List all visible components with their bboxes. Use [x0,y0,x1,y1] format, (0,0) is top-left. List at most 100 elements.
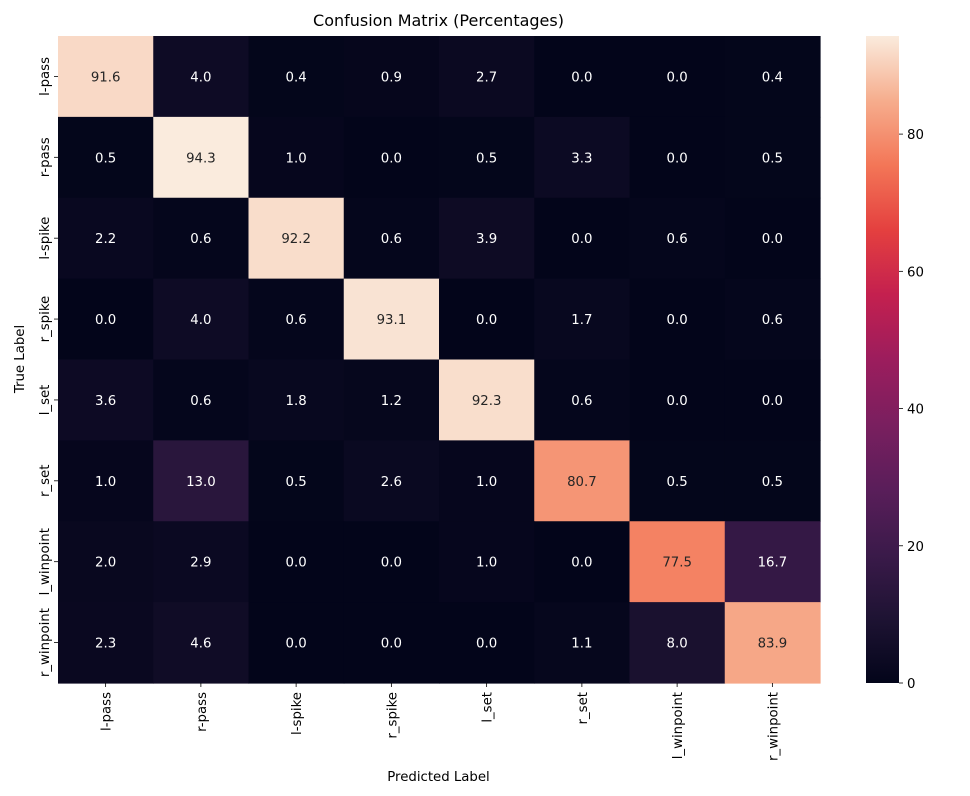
heatmap-cell-label: 1.1 [571,637,592,652]
heatmap-cell-label: 0.6 [667,232,688,247]
heatmap-cell-label: 13.0 [186,475,216,490]
heatmap-cell-label: 1.0 [476,556,497,571]
heatmap-cell-label: 94.3 [186,151,216,166]
heatmap-cell [58,197,154,280]
x-tick-label: l_winpoint [671,692,686,759]
heatmap-cell-label: 0.0 [95,313,116,328]
heatmap-cell [343,359,440,441]
heatmap-cell-label: 16.7 [758,556,788,571]
heatmap-cell [629,521,726,603]
y-axis-label: True Label [13,325,28,394]
heatmap-cell-label: 2.2 [95,232,116,247]
heatmap-cell [153,278,250,361]
heatmap-cell [153,359,250,441]
heatmap-cell-label: 4.6 [190,637,211,652]
y-tick-label: l-pass [38,57,53,96]
heatmap-cell [534,521,631,603]
heatmap-cell [534,602,631,684]
heatmap-cell-label: 0.4 [762,70,783,85]
heatmap-cell-label: 0.6 [571,394,592,409]
heatmap-cell-label: 0.0 [667,394,688,409]
heatmap-cell [439,278,535,361]
heatmap-cell-label: 0.0 [476,637,497,652]
heatmap-cell-label: 92.3 [472,394,502,409]
heatmap-cell-label: 0.6 [190,394,211,409]
heatmap-cell [248,602,345,684]
heatmap-cell-label: 77.5 [662,556,692,571]
heatmap-cell-label: 0.0 [571,70,592,85]
x-tick-label: r_set [576,692,591,724]
heatmap-cell [629,359,726,441]
colorbar-tick-label: 80 [907,128,924,143]
heatmap-cells [58,36,821,684]
heatmap-cell-label: 2.0 [95,556,116,571]
heatmap-cell [343,440,440,522]
heatmap-cell [153,602,250,684]
heatmap-cell [724,602,821,684]
heatmap-cell-label: 80.7 [567,475,597,490]
heatmap-cell-label: 0.6 [190,232,211,247]
heatmap-cell [629,36,726,118]
y-tick-label: r_spike [38,296,53,343]
heatmap-cell-label: 92.2 [281,232,311,247]
heatmap-cell [248,197,345,280]
heatmap-cell-label: 0.0 [381,151,402,166]
heatmap-cell [343,602,440,684]
heatmap-cell-label: 1.8 [286,394,307,409]
heatmap-cell [248,521,345,603]
heatmap-cell-label: 0.0 [286,556,307,571]
y-tick-label: l_set [38,385,53,416]
y-axis-ticks: l-pass r-pass l-spike r_spike l_set r_set l_wi… [38,57,58,677]
heatmap-cell [534,116,631,199]
heatmap-cell-label: 0.6 [381,232,402,247]
chart-title: Confusion Matrix (Percentages) [313,11,564,30]
heatmap-cell [629,116,726,199]
heatmap-cell [439,602,535,684]
heatmap-cell [58,521,154,603]
heatmap-cell-label: 0.5 [667,475,688,490]
heatmap-cell-label: 1.0 [286,151,307,166]
heatmap-cell-label: 0.9 [381,70,402,85]
colorbar-tick-label: 40 [907,403,924,418]
x-tick-label: l-spike [290,692,305,735]
heatmap-cell [58,278,154,361]
heatmap-cell-label: 0.0 [667,313,688,328]
heatmap-cell [439,521,535,603]
colorbar-gradient [866,36,899,683]
heatmap-cell-label: 1.7 [571,313,592,328]
heatmap-cell [724,359,821,441]
heatmap-cell [439,116,535,199]
heatmap-cell [629,197,726,280]
colorbar-tick-label: 60 [907,265,924,280]
heatmap-cell-label: 0.0 [667,70,688,85]
heatmap-cell-label: 2.3 [95,637,116,652]
heatmap-cell-label: 0.5 [286,475,307,490]
x-tick-label: r-pass [195,692,210,732]
heatmap-cell-label: 91.6 [91,70,121,85]
y-tick-label: r_winpoint [38,608,53,677]
heatmap-cell-label: 0.5 [762,475,783,490]
x-axis-label: Predicted Label [387,770,490,785]
heatmap-cell [724,36,821,118]
heatmap-cell [534,440,631,522]
heatmap-cell [629,278,726,361]
heatmap-cell [343,116,440,199]
heatmap-cell-label: 4.0 [190,70,211,85]
heatmap-cell [724,197,821,280]
heatmap-cell [629,602,726,684]
colorbar-ticks: 0 20 40 60 80 [899,128,924,692]
x-tick-label: l_set [481,692,496,723]
heatmap-cell-label: 0.0 [762,232,783,247]
heatmap-cell-label: 0.5 [95,151,116,166]
x-tick-label: r_winpoint [766,692,781,761]
heatmap-cell-label: 4.0 [190,313,211,328]
heatmap-cell-label: 0.6 [762,313,783,328]
heatmap-cell [343,278,440,361]
heatmap-cell [153,116,250,199]
colorbar-tick-label: 0 [907,677,915,692]
x-tick-label: r_spike [385,692,400,739]
heatmap-cell [439,440,535,522]
heatmap-cell [439,359,535,441]
heatmap-cell [724,440,821,522]
